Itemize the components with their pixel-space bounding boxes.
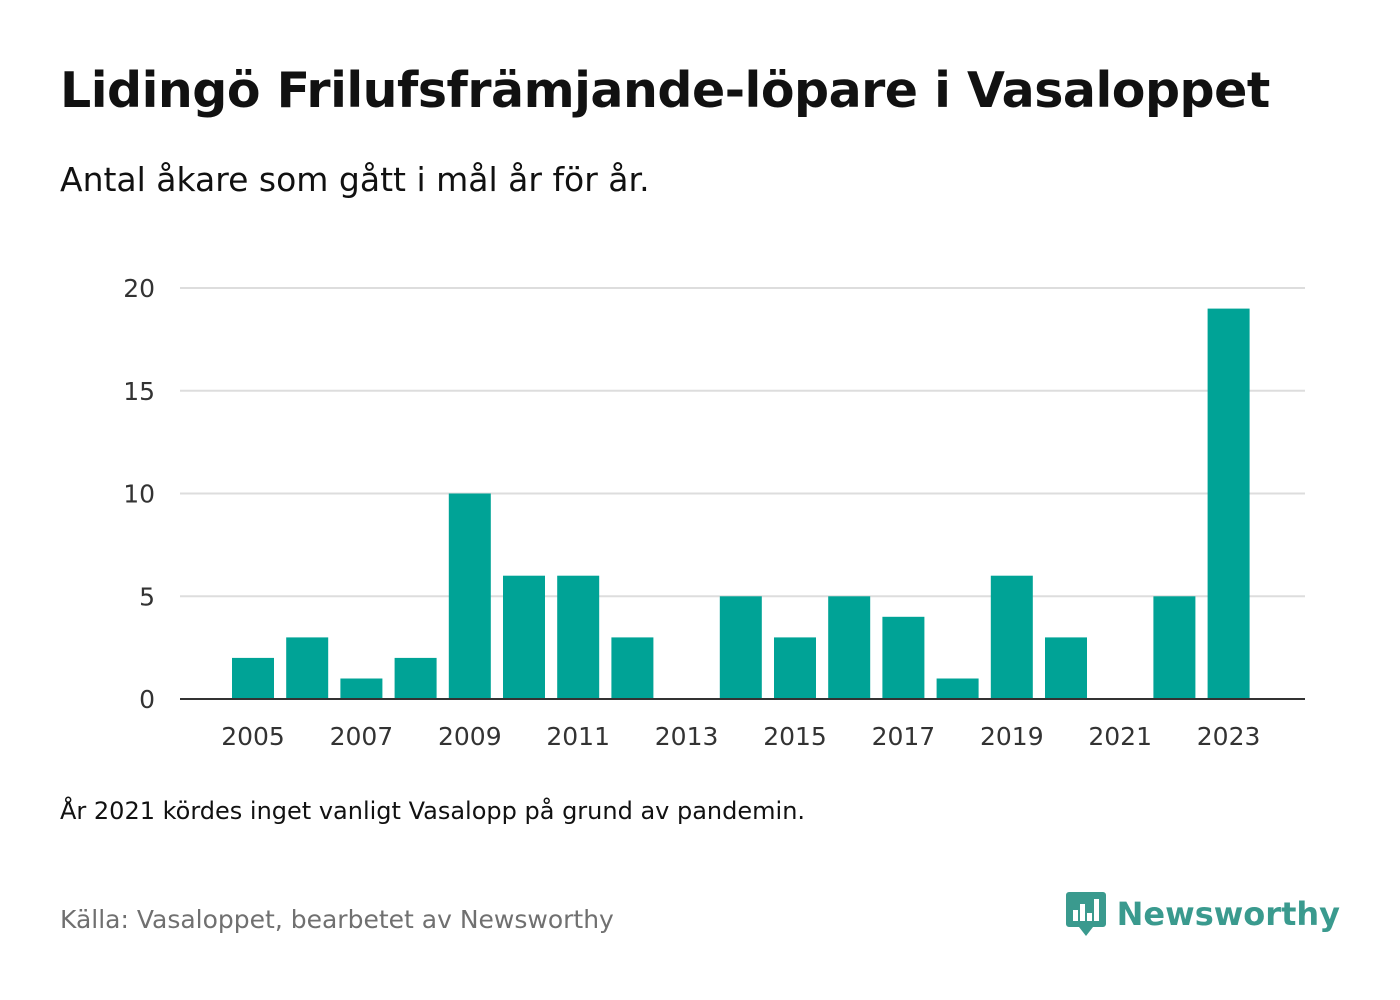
source-credit: Källa: Vasaloppet, bearbetet av Newswort…	[60, 905, 614, 934]
bar-2023	[1207, 308, 1250, 699]
bar-2019	[990, 575, 1033, 699]
bar-2011	[557, 575, 600, 699]
x-tick-label: 2007	[330, 722, 394, 751]
bar-2020	[1045, 637, 1087, 699]
chart-note: År 2021 kördes inget vanligt Vasalopp på…	[60, 797, 806, 825]
y-tick-label: 20	[123, 274, 155, 303]
bar-2012	[611, 637, 654, 699]
bar-chart-badge-icon	[1065, 892, 1106, 936]
y-tick-label: 15	[123, 377, 155, 406]
bar-2006	[286, 637, 329, 699]
x-tick-label: 2019	[980, 722, 1044, 751]
y-tick-label: 10	[123, 480, 155, 509]
bar-2005	[232, 657, 274, 699]
bar-2009	[448, 493, 491, 699]
brand-logo: Newsworthy	[1065, 890, 1340, 938]
x-axis-ticks: 2005 2007 2009 2011 2013 2015 2017 2019 2021 2023	[221, 722, 1260, 751]
x-tick-label: 2005	[221, 722, 285, 751]
brand-name: Newsworthy	[1116, 895, 1340, 933]
bar-2022	[1153, 596, 1196, 700]
gridlines	[180, 287, 1305, 598]
x-tick-label: 2013	[655, 722, 719, 751]
chart-title: Lidingö Frilufsfrämjande-löpare i Vasalo…	[60, 62, 1270, 119]
bar-2015	[774, 637, 816, 699]
x-tick-label: 2023	[1197, 722, 1261, 751]
bar-2010	[503, 575, 545, 699]
y-tick-label: 5	[139, 582, 155, 611]
chart-subtitle: Antal åkare som gått i mål år för år.	[60, 160, 650, 199]
bar-2016	[828, 596, 871, 700]
x-tick-label: 2021	[1088, 722, 1152, 751]
x-tick-label: 2011	[546, 722, 610, 751]
bar-2014	[719, 596, 762, 700]
x-tick-label: 2009	[438, 722, 502, 751]
y-axis-ticks: 0 5 10 15 20	[123, 274, 155, 714]
bar-2017	[882, 616, 925, 699]
x-tick-label: 2017	[872, 722, 936, 751]
y-tick-label: 0	[139, 685, 155, 714]
x-tick-label: 2015	[763, 722, 827, 751]
bar-2008	[394, 657, 437, 699]
bars	[232, 308, 1250, 700]
bar-2007	[340, 678, 383, 699]
bar-2018	[936, 678, 979, 699]
